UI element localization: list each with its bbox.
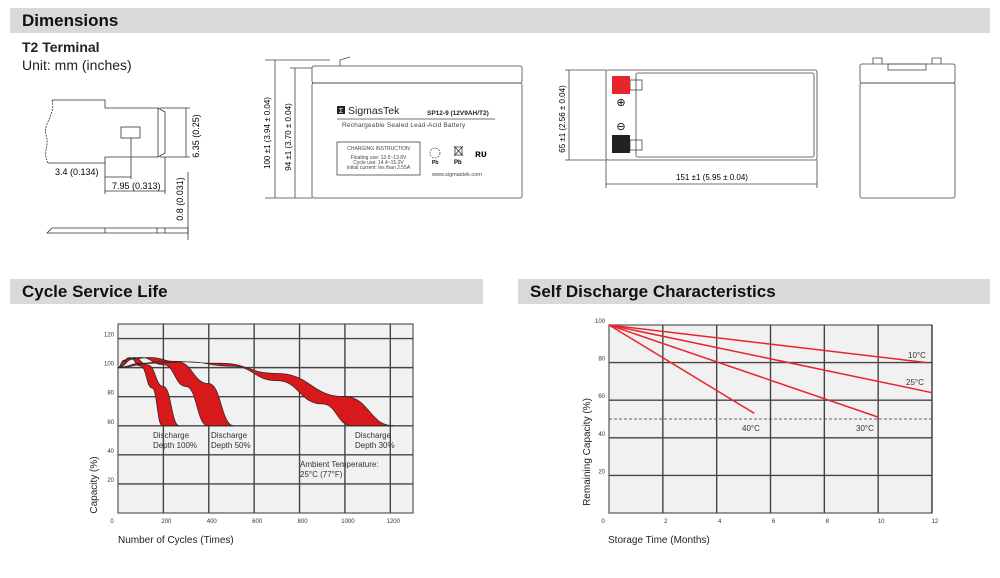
y-tick-label: 20 [107, 478, 114, 484]
y-tick-label: 120 [104, 333, 115, 339]
annotation-text: Ambient Temperature: [300, 460, 379, 469]
x-tick-label: 12 [932, 519, 939, 525]
y-tick-label: 40 [107, 449, 114, 455]
y-tick-label: 100 [104, 362, 115, 368]
series-label: Discharge [355, 431, 392, 440]
x-tick-label: 1000 [341, 519, 355, 525]
x-tick-label: 4 [718, 519, 722, 525]
series-line [608, 324, 933, 394]
x-tick-label: 1200 [387, 519, 401, 525]
y-tick-label: 60 [598, 394, 605, 400]
series-label: 30°C [856, 424, 874, 433]
y-tick-label: 80 [107, 391, 114, 397]
x-tick-label: 600 [252, 519, 263, 525]
series-line [608, 324, 879, 418]
discharge-band [117, 360, 394, 427]
y-axis-label: Capacity (%) [89, 456, 100, 513]
series-label: Discharge [211, 431, 248, 440]
x-tick-label: 6 [772, 519, 776, 525]
annotation-text: 25°C (77°F) [300, 470, 343, 479]
x-tick-label: 400 [207, 519, 218, 525]
y-tick-label: 20 [598, 469, 605, 475]
section-header-cycle-life: Cycle Service Life [10, 279, 483, 304]
series-label: 40°C [742, 424, 760, 433]
x-axis-label: Storage Time (Months) [608, 535, 710, 546]
x-tick-label: 0 [601, 519, 605, 525]
terminal-title: T2 Terminal [22, 39, 100, 55]
y-tick-label: 100 [595, 319, 606, 325]
series-label: Discharge [153, 431, 190, 440]
x-tick-label: 0 [110, 519, 114, 525]
discharge-band [117, 357, 180, 427]
series-label: Depth 30% [355, 441, 395, 450]
x-tick-label: 200 [161, 519, 172, 525]
section-header-self-discharge: Self Discharge Characteristics [518, 279, 990, 304]
series-label: Depth 50% [211, 441, 251, 450]
y-tick-label: 80 [598, 357, 605, 363]
y-tick-label: 40 [598, 432, 605, 438]
y-axis-label: Remaining Capacity (%) [582, 398, 593, 506]
section-header-dimensions: Dimensions [10, 8, 990, 33]
series-line [608, 324, 927, 364]
x-tick-label: 800 [298, 519, 309, 525]
series-label: 25°C [906, 378, 924, 387]
x-tick-label: 2 [664, 519, 668, 525]
x-tick-label: 10 [878, 519, 885, 525]
unit-label: Unit: mm (inches) [22, 57, 132, 73]
series-label: 10°C [908, 351, 926, 360]
series-label: Depth 100% [153, 441, 197, 450]
x-axis-label: Number of Cycles (Times) [118, 535, 234, 546]
y-tick-label: 60 [107, 420, 114, 426]
series-line [608, 324, 755, 415]
x-tick-label: 8 [826, 519, 830, 525]
